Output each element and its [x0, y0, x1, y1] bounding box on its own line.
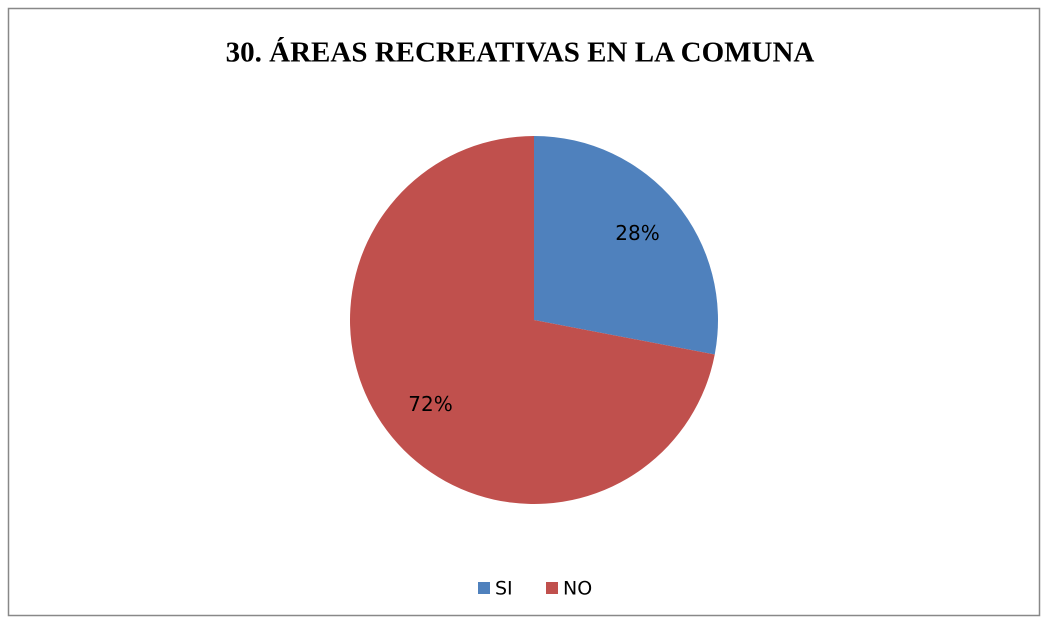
data-label: 28% [615, 221, 659, 245]
pie-slice [350, 136, 715, 504]
legend-swatch [546, 582, 558, 594]
legend-label: NO [563, 578, 592, 600]
chart-title: 30. ÁREAS RECREATIVAS EN LA COMUNA [226, 36, 815, 69]
legend-swatch [478, 582, 490, 594]
pie-slice [534, 136, 718, 355]
data-label: 72% [408, 392, 452, 416]
legend-label: SI [495, 578, 513, 600]
